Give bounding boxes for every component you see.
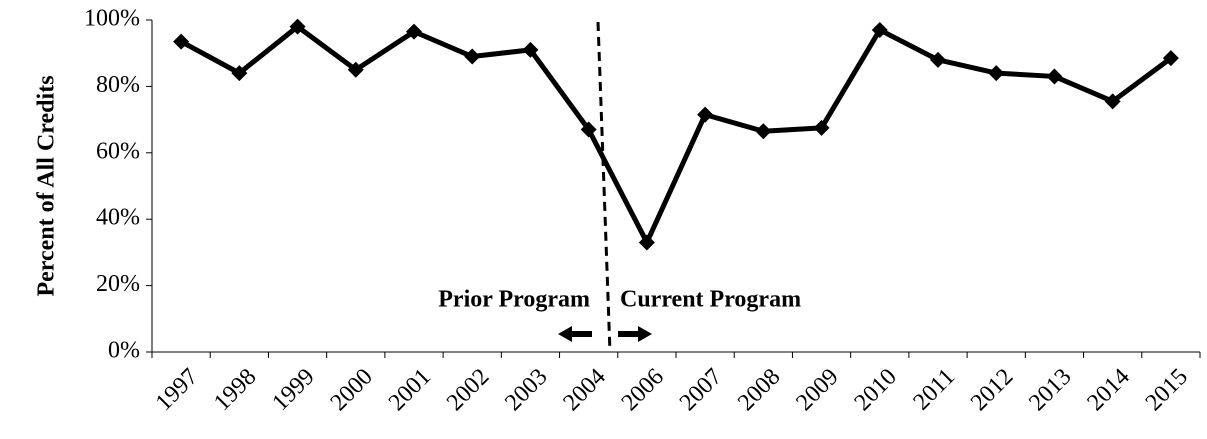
annotation: Current Program [620, 287, 801, 313]
x-tick-label: 1997 [151, 364, 203, 416]
y-tick-label: 60% [96, 138, 140, 164]
marker [347, 61, 364, 78]
x-tick-label: 2007 [675, 364, 727, 416]
marker [289, 18, 306, 35]
x-tick-label: 2014 [1082, 364, 1134, 416]
y-axis-label: Percent of All Credits [34, 75, 60, 296]
x-tick-label: 2006 [617, 364, 669, 416]
x-tick-label: 2013 [1024, 364, 1076, 416]
left-arrow [558, 326, 592, 342]
y-tick-label: 0% [108, 338, 140, 364]
marker [988, 65, 1005, 82]
y-tick-label: 20% [96, 271, 140, 297]
y-tick-label: 40% [96, 205, 140, 231]
x-tick-label: 2008 [733, 364, 785, 416]
x-tick-label: 2010 [850, 364, 902, 416]
x-tick-label: 2015 [1141, 364, 1193, 416]
marker [580, 121, 597, 138]
x-tick-label: 2001 [384, 364, 436, 416]
marker [871, 21, 888, 38]
marker [930, 51, 946, 68]
x-tick-label: 2012 [966, 364, 1018, 416]
marker [406, 23, 422, 40]
marker [1162, 50, 1179, 67]
divider [596, 21, 612, 353]
marker [638, 234, 655, 251]
marker [1104, 93, 1121, 110]
x-tick-label: 2011 [908, 364, 960, 416]
marker [173, 33, 190, 50]
marker [231, 65, 248, 82]
line [179, 24, 1173, 245]
right-arrow [618, 326, 652, 342]
x-tick-label: 2003 [500, 364, 552, 416]
marker [697, 106, 714, 123]
x-tick-label: 2002 [442, 364, 494, 416]
x-tick-label: 2009 [791, 364, 843, 416]
y-tick-label: 80% [96, 72, 140, 98]
x-tick-label: 1999 [267, 364, 319, 416]
annotation: Prior Program [438, 287, 590, 313]
x-tick-label: 2000 [326, 364, 378, 416]
marker [755, 123, 772, 140]
y-tick-label: 100% [84, 6, 140, 32]
x-tick-label: 1998 [209, 364, 261, 416]
x-tick-label: 2004 [558, 364, 610, 416]
marker [1046, 68, 1063, 85]
marker [464, 48, 481, 65]
marker [522, 41, 539, 58]
marker [813, 119, 830, 136]
